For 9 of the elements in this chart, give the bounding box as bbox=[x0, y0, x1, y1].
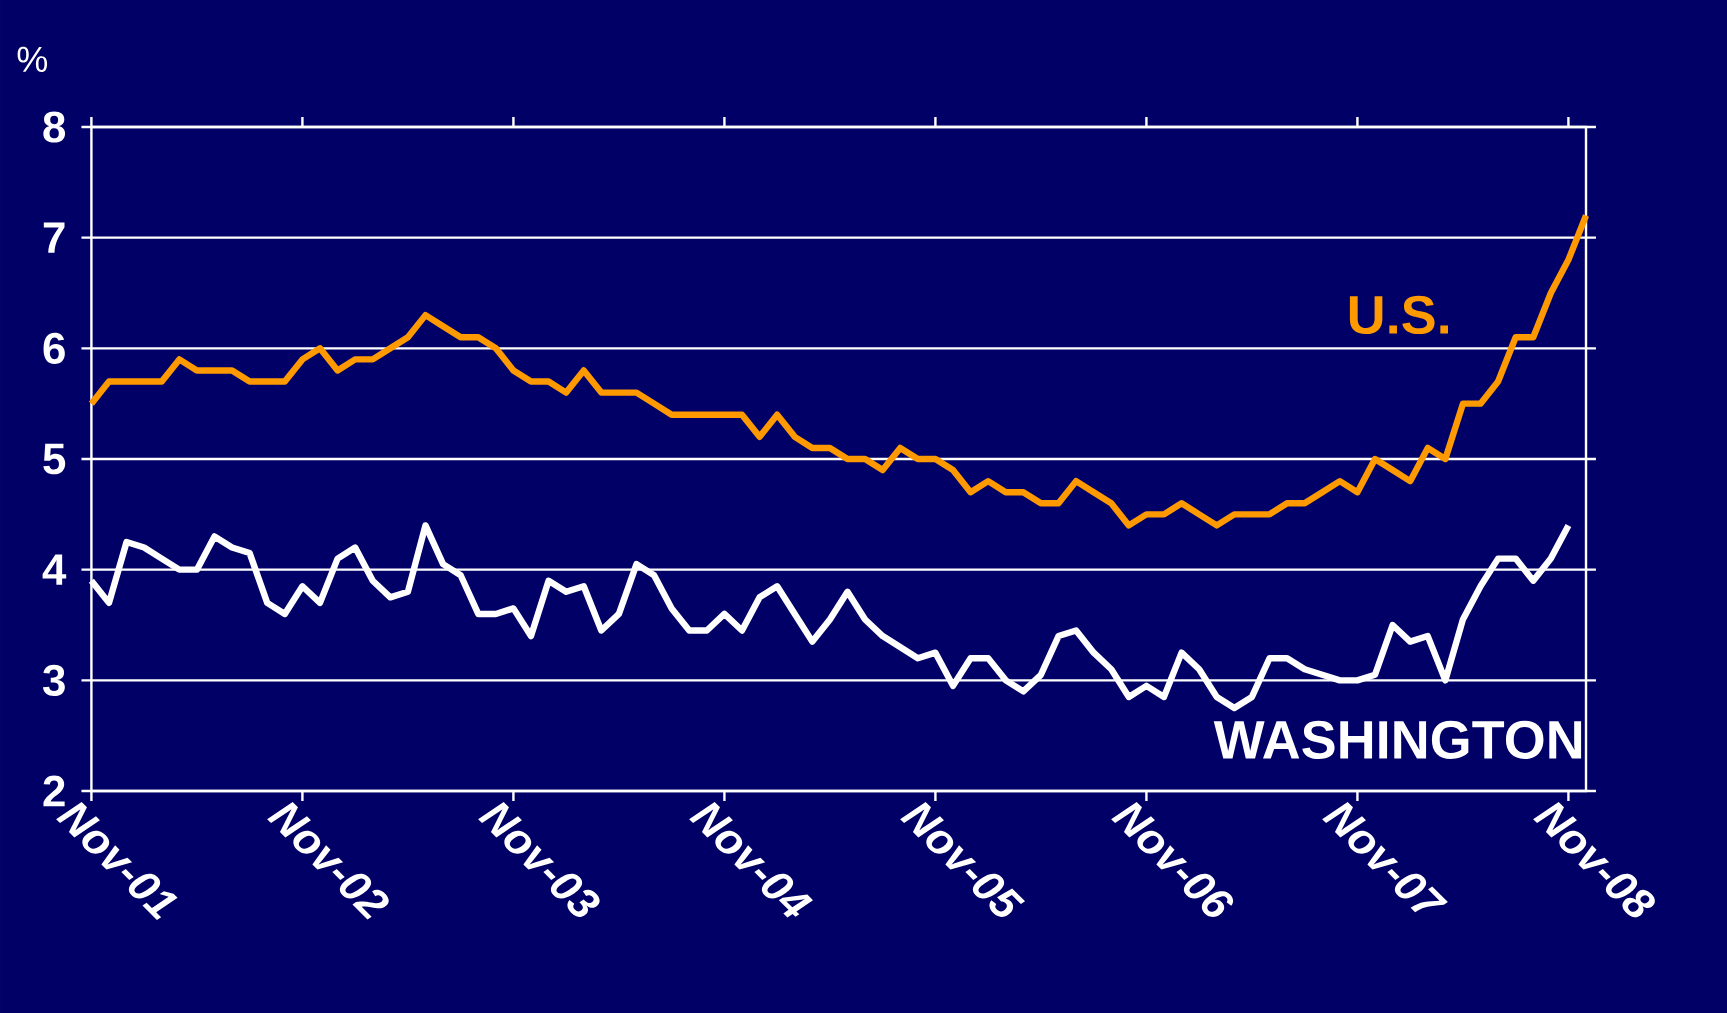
y-tick-label: 6 bbox=[43, 332, 65, 364]
series-label: U.S. bbox=[1349, 295, 1448, 335]
legend-label: WASHINGTON bbox=[1213, 720, 1582, 759]
y-tick-label: 5 bbox=[43, 443, 66, 475]
y-tick-label: 8 bbox=[43, 111, 66, 143]
y-tick-label: 4 bbox=[42, 554, 67, 585]
y-axis-title: % bbox=[17, 46, 48, 72]
y-tick-label: 3 bbox=[42, 664, 65, 696]
y-tick-label: 7 bbox=[43, 222, 65, 253]
